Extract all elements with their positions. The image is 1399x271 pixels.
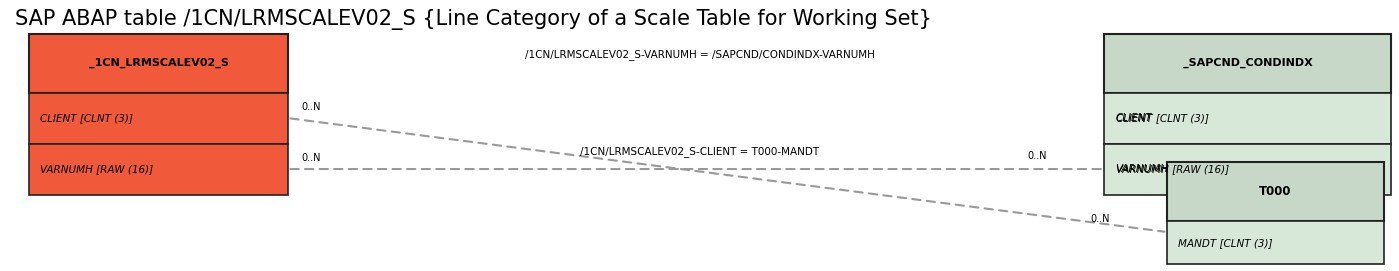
Text: VARNUMH: VARNUMH [1115, 164, 1168, 174]
Text: /1CN/LRMSCALEV02_S-CLIENT = T000-MANDT: /1CN/LRMSCALEV02_S-CLIENT = T000-MANDT [581, 146, 818, 157]
Text: T000: T000 [1259, 185, 1291, 198]
Text: _SAPCND_CONDINDX: _SAPCND_CONDINDX [1182, 58, 1312, 68]
Bar [29, 144, 288, 195]
Text: CLIENT [CLNT (3)]: CLIENT [CLNT (3)] [1115, 113, 1209, 123]
Text: _1CN_LRMSCALEV02_S: _1CN_LRMSCALEV02_S [88, 58, 228, 68]
Text: 0..N: 0..N [1028, 151, 1046, 161]
Bar [1167, 162, 1384, 221]
Bar [29, 93, 288, 144]
Text: VARNUMH [RAW (16)]: VARNUMH [RAW (16)] [41, 164, 154, 174]
Bar [29, 34, 288, 93]
Text: CLIENT [CLNT (3)]: CLIENT [CLNT (3)] [41, 113, 133, 123]
Text: 0..N: 0..N [302, 153, 322, 163]
Text: 0..N: 0..N [302, 102, 322, 112]
Text: SAP ABAP table /1CN/LRMSCALEV02_S {Line Category of a Scale Table for Working Se: SAP ABAP table /1CN/LRMSCALEV02_S {Line … [15, 9, 932, 30]
Text: /1CN/LRMSCALEV02_S-VARNUMH = /SAPCND/CONDINDX-VARNUMH: /1CN/LRMSCALEV02_S-VARNUMH = /SAPCND/CON… [525, 50, 874, 60]
Text: CLIENT: CLIENT [1115, 113, 1153, 123]
Bar [1104, 34, 1391, 93]
Bar [1167, 221, 1384, 264]
Bar [1104, 93, 1391, 144]
Bar [1104, 144, 1391, 195]
Text: MANDT [CLNT (3)]: MANDT [CLNT (3)] [1178, 238, 1273, 248]
Text: VARNUMH [RAW (16)]: VARNUMH [RAW (16)] [1115, 164, 1228, 174]
Text: 0..N: 0..N [1090, 214, 1109, 224]
